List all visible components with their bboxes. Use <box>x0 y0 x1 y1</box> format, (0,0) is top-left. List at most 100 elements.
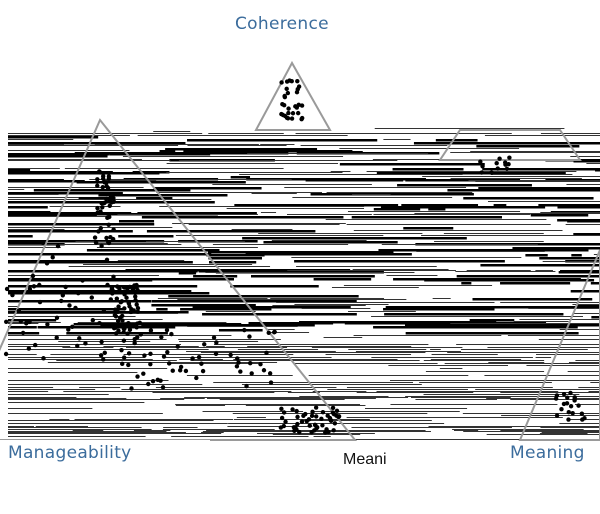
streak <box>595 169 600 172</box>
screen: Coherence Manageability Meani Meaning <box>0 0 600 514</box>
streak <box>8 433 221 434</box>
dot <box>139 332 143 336</box>
streak <box>291 257 521 258</box>
label-top: Coherence <box>235 14 329 34</box>
streak <box>89 179 291 180</box>
streak <box>8 139 73 140</box>
streak <box>8 420 214 421</box>
streak <box>540 212 600 213</box>
dot <box>279 80 283 84</box>
streak <box>484 375 600 376</box>
streak <box>301 145 448 146</box>
streak <box>416 251 544 252</box>
streak <box>8 349 209 350</box>
streak <box>252 193 297 194</box>
streak <box>50 354 100 355</box>
dot <box>28 287 32 291</box>
streak <box>455 271 555 272</box>
streak <box>586 163 600 164</box>
streak <box>430 349 441 350</box>
streak <box>292 197 452 198</box>
streak <box>8 354 37 355</box>
streak <box>432 354 498 355</box>
dot <box>279 425 283 429</box>
streak <box>187 375 293 376</box>
dot <box>295 422 299 426</box>
dot <box>165 328 169 332</box>
dot <box>148 352 152 356</box>
dot <box>314 405 318 409</box>
streak <box>214 344 428 345</box>
dot <box>19 319 23 323</box>
dot <box>27 320 31 324</box>
dot <box>244 384 248 388</box>
dot <box>66 327 70 331</box>
dot <box>41 241 45 245</box>
streak <box>8 429 152 430</box>
streak <box>119 220 154 223</box>
dot <box>280 416 284 420</box>
streak <box>247 346 411 347</box>
dot <box>571 411 575 415</box>
streak <box>429 426 600 427</box>
dot <box>295 90 299 94</box>
streak <box>8 229 64 230</box>
dot <box>295 415 299 419</box>
dot <box>91 318 95 322</box>
dot <box>104 197 108 201</box>
streak <box>8 144 64 145</box>
streak <box>8 285 197 288</box>
dot <box>122 355 126 359</box>
streak <box>375 128 565 129</box>
dot <box>4 320 8 324</box>
dot <box>142 353 146 357</box>
streak <box>257 433 375 434</box>
streak <box>95 243 168 244</box>
streak <box>535 270 553 271</box>
dot <box>33 343 37 347</box>
dot <box>121 330 125 334</box>
dot <box>95 177 99 181</box>
streak <box>8 197 79 198</box>
streak <box>69 266 270 267</box>
dot <box>565 396 569 400</box>
dot <box>576 403 580 407</box>
streak <box>8 155 108 158</box>
streak <box>147 230 315 233</box>
streak <box>263 241 397 244</box>
streak <box>450 323 600 324</box>
streak <box>8 194 59 195</box>
streak <box>273 434 360 435</box>
streak <box>390 404 557 405</box>
streak <box>450 152 600 153</box>
streak <box>8 413 163 414</box>
dot <box>97 321 101 325</box>
streak <box>309 375 469 376</box>
streak <box>76 241 110 242</box>
dot <box>133 337 137 341</box>
dot <box>199 362 203 366</box>
dot <box>70 325 74 329</box>
streak <box>266 329 295 330</box>
dot <box>107 241 111 245</box>
streak <box>452 429 584 430</box>
streak <box>208 133 283 134</box>
streak <box>440 368 463 369</box>
streak <box>8 160 170 161</box>
dot <box>312 428 316 432</box>
dot <box>107 174 111 178</box>
dot <box>98 170 102 174</box>
streak <box>431 359 521 360</box>
dot <box>290 407 294 411</box>
dot <box>129 310 133 314</box>
streak <box>487 434 600 435</box>
streak <box>571 254 581 257</box>
streak <box>8 408 92 409</box>
streak <box>591 316 600 319</box>
dot <box>156 378 160 382</box>
streak <box>8 133 202 134</box>
dot <box>99 226 103 230</box>
streak <box>470 151 600 152</box>
streak <box>227 426 312 427</box>
streak <box>232 229 293 230</box>
